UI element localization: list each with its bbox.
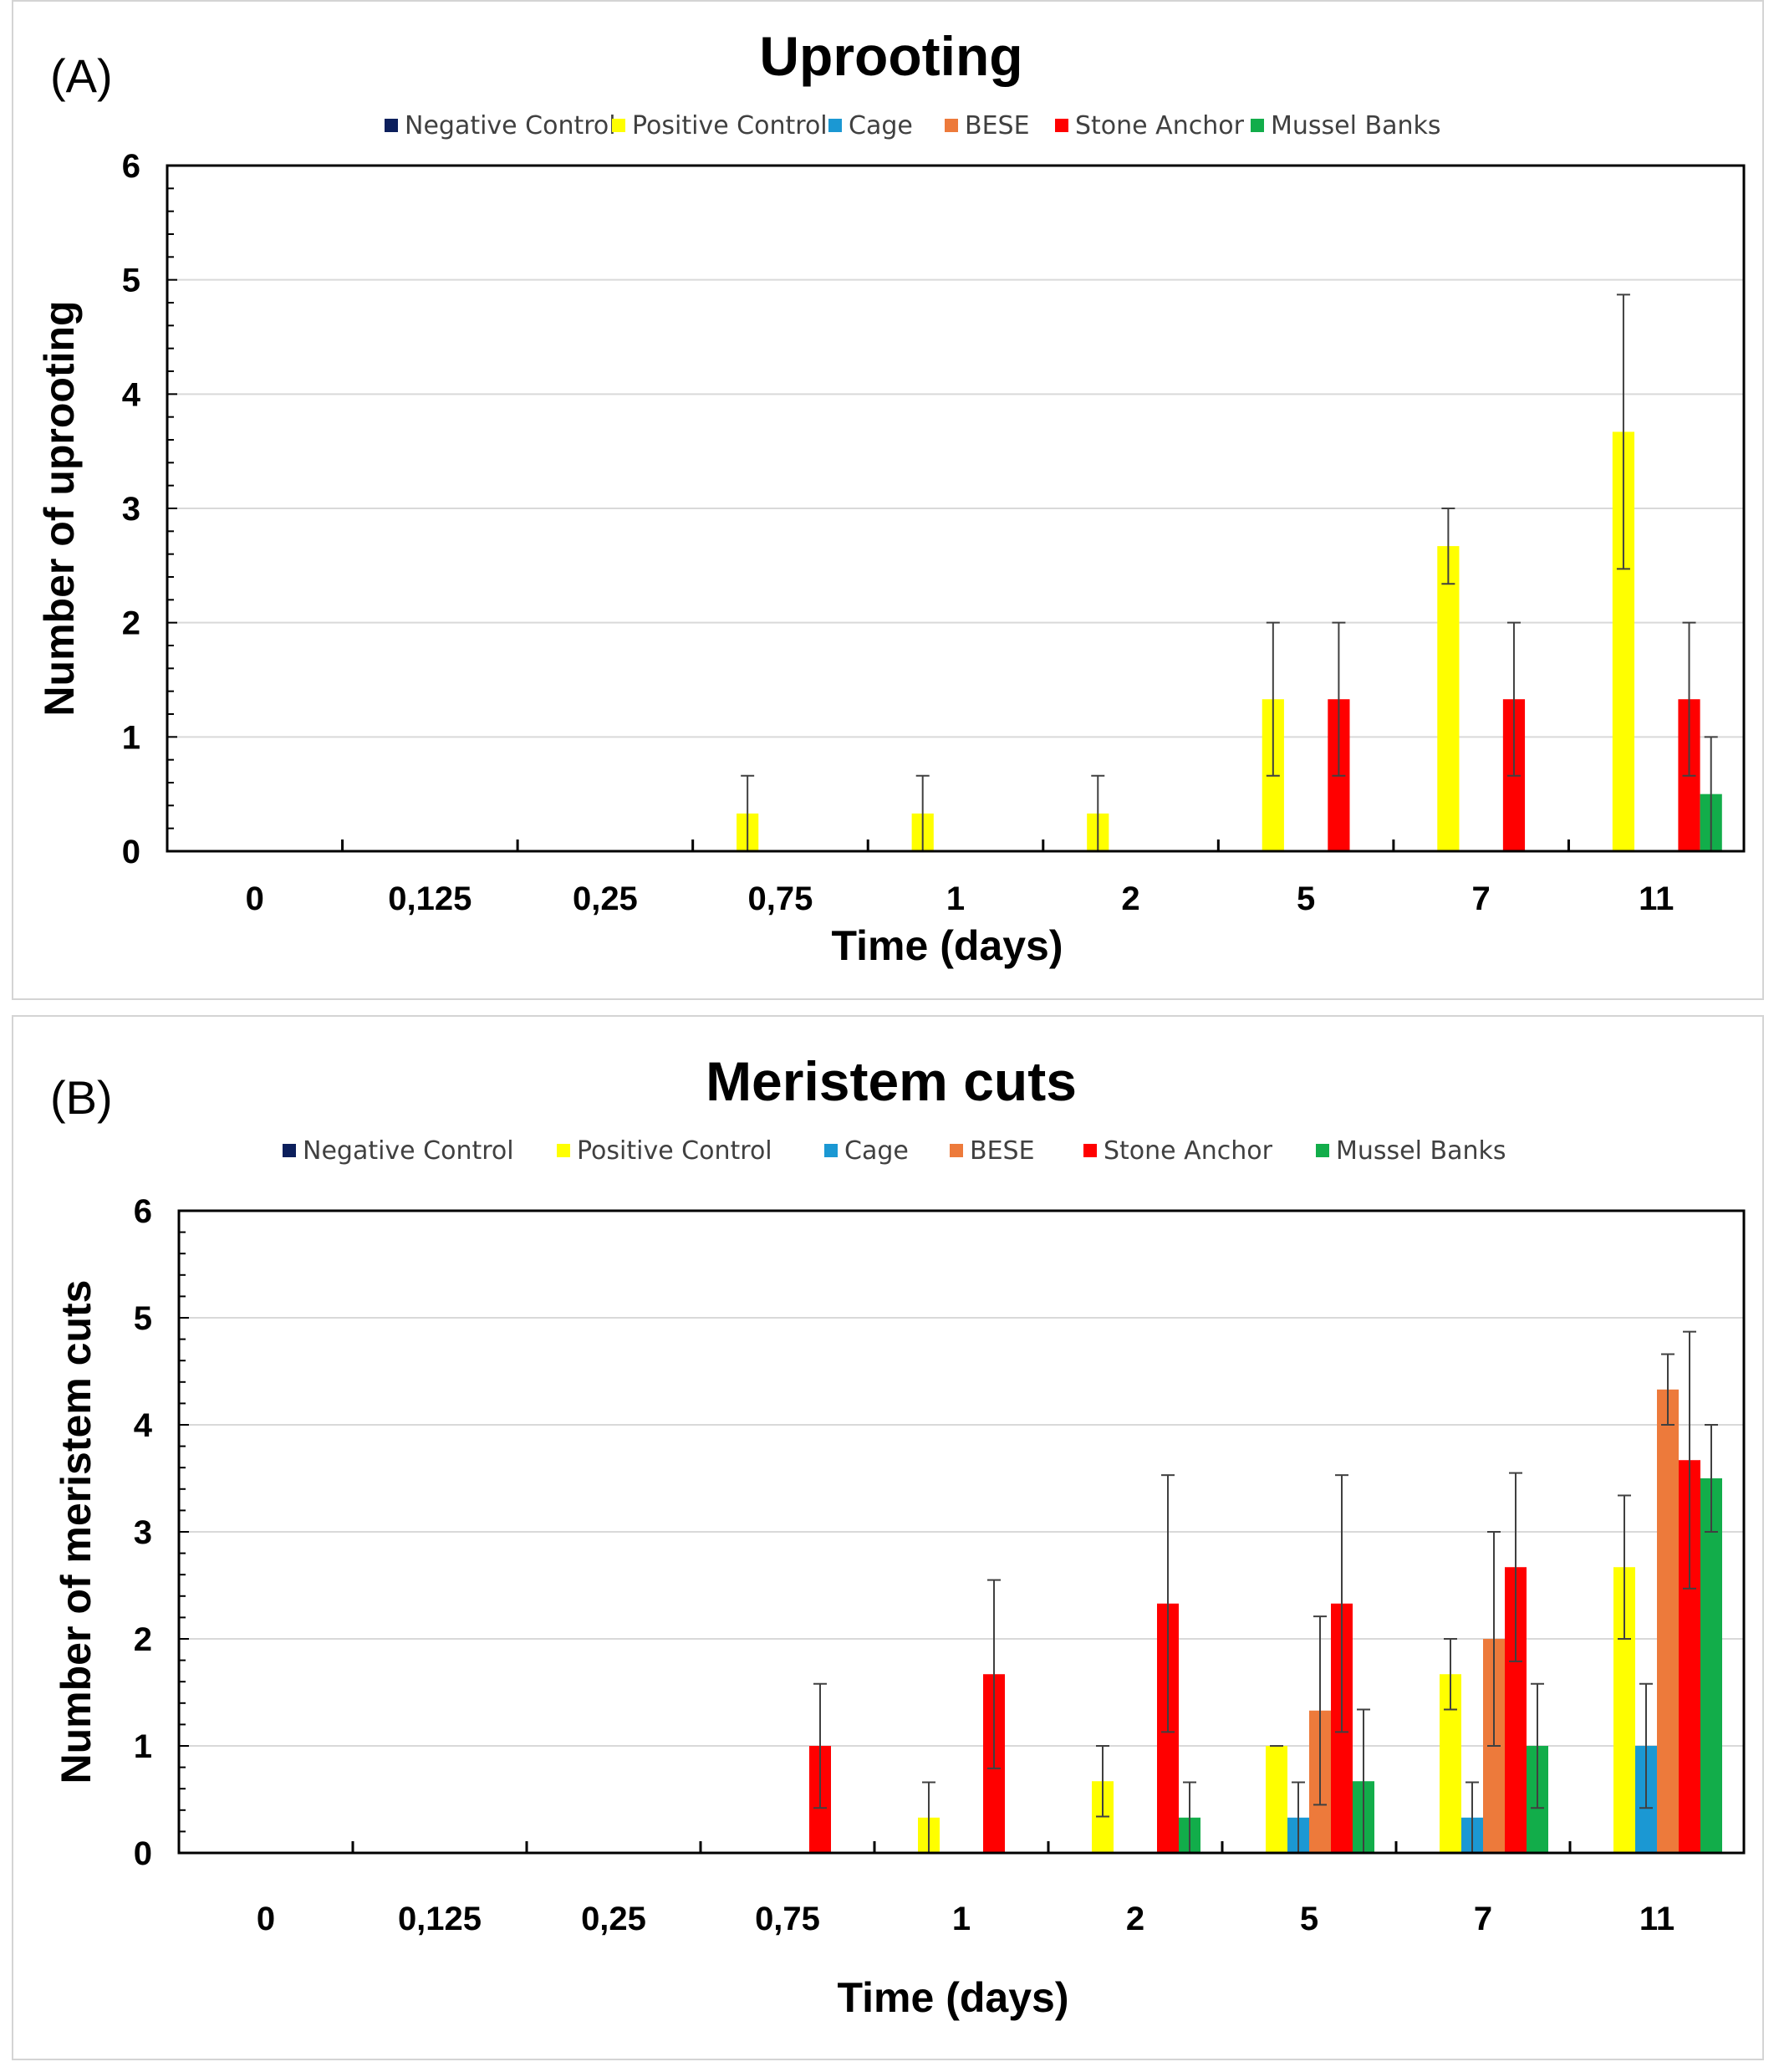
x-tick-label: 11 <box>1639 1901 1675 1937</box>
legend-swatch <box>1055 119 1068 132</box>
legend-swatch <box>945 119 958 132</box>
chart-title: Meristem cuts <box>706 1050 1077 1112</box>
legend: Negative Control Positive Control Cage BESE… <box>283 1136 1506 1166</box>
legend-swatch <box>557 1144 570 1157</box>
bar <box>1437 546 1460 851</box>
x-tick-label: 1 <box>946 880 965 917</box>
plot-area-frame <box>177 1209 1746 1855</box>
y-tick-label: 0 <box>122 834 140 870</box>
y-axis-label: Number of meristem cuts <box>53 1280 99 1784</box>
x-tick-label: 0,125 <box>398 1901 482 1937</box>
x-tick-label: 0,75 <box>755 1901 820 1937</box>
legend-swatch <box>824 1144 838 1157</box>
x-tick-label: 1 <box>952 1901 971 1937</box>
y-tick-label: 2 <box>134 1621 152 1658</box>
panel-label: (A) <box>50 49 113 102</box>
y-tick-label: 5 <box>134 1300 152 1337</box>
y-tick-label: 0 <box>134 1835 152 1872</box>
legend-label: Cage <box>849 111 913 140</box>
x-tick-label: 5 <box>1300 1901 1318 1937</box>
legend-label: BESE <box>970 1136 1035 1166</box>
x-tick-label: 0 <box>246 880 264 917</box>
error-bars <box>813 1330 1718 1854</box>
y-tick-label: 6 <box>134 1193 152 1230</box>
x-tick-label: 2 <box>1126 1901 1144 1937</box>
y-tick-label: 3 <box>134 1514 152 1551</box>
legend-label: Positive Control <box>577 1136 772 1166</box>
x-tick-label: 7 <box>1472 880 1491 917</box>
y-tick-label: 6 <box>122 148 140 185</box>
legend-swatch <box>612 119 625 132</box>
y-tick-label: 4 <box>134 1407 153 1444</box>
legend: Negative Control Positive Control Cage BESE… <box>385 111 1440 140</box>
meristem-cuts-chart: (B) Meristem cuts Negative Control Positive… <box>50 1050 1746 2021</box>
legend-label: Negative Control <box>405 111 616 140</box>
x-tick-label: 2 <box>1121 880 1139 917</box>
plot-area-frame <box>166 164 1746 853</box>
legend-label: Positive Control <box>632 111 828 140</box>
y-tick-label: 1 <box>134 1728 152 1765</box>
legend-swatch <box>828 119 842 132</box>
y-tick-label: 4 <box>122 376 141 413</box>
x-axis-label: Time (days) <box>838 1974 1069 2021</box>
legend-swatch <box>283 1144 296 1157</box>
bar <box>1266 1746 1287 1853</box>
legend-swatch <box>385 119 398 132</box>
legend-label: Cage <box>844 1136 909 1166</box>
bars <box>809 1389 1722 1853</box>
bars <box>737 431 1722 851</box>
legend-label: Mussel Banks <box>1271 111 1440 140</box>
legend-swatch <box>1083 1144 1097 1157</box>
y-tick-label: 5 <box>122 263 140 299</box>
bar <box>1700 1478 1722 1853</box>
chart-panel-a: (A) Uprooting Negative Control Positive Con… <box>12 0 1764 1000</box>
y-tick-label: 1 <box>122 719 140 756</box>
chart-panel-b: (B) Meristem cuts Negative Control Positive… <box>12 1015 1764 2060</box>
x-tick-label: 0,25 <box>581 1901 646 1937</box>
legend-swatch <box>1316 1144 1329 1157</box>
chart-title: Uprooting <box>759 25 1022 87</box>
y-tick-label: 3 <box>122 491 140 528</box>
uprooting-chart: (A) Uprooting Negative Control Positive Con… <box>36 25 1746 969</box>
x-axis-label: Time (days) <box>832 922 1063 969</box>
bar <box>1657 1389 1679 1853</box>
legend-label: Mussel Banks <box>1336 1136 1506 1166</box>
x-tick-label: 0,75 <box>748 880 813 917</box>
gridlines <box>167 165 1744 738</box>
x-tick-label: 0 <box>257 1901 275 1937</box>
error-bars <box>741 293 1718 852</box>
x-tick-label: 0,25 <box>573 880 638 917</box>
y-tick-label: 2 <box>122 605 140 642</box>
x-tick-label: 11 <box>1639 880 1674 917</box>
panel-label: (B) <box>50 1071 113 1124</box>
legend-label: Negative Control <box>303 1136 514 1166</box>
x-tick-label: 0,125 <box>388 880 472 917</box>
y-ticks <box>167 165 1570 852</box>
legend-label: BESE <box>965 111 1030 140</box>
y-axis-label: Number of uprooting <box>36 300 83 716</box>
x-tick-label: 5 <box>1297 880 1315 917</box>
legend-label: Stone Anchor <box>1104 1136 1273 1166</box>
x-tick-label: 7 <box>1474 1901 1492 1937</box>
legend-swatch <box>950 1144 963 1157</box>
legend-label: Stone Anchor <box>1075 111 1245 140</box>
legend-swatch <box>1251 119 1264 132</box>
